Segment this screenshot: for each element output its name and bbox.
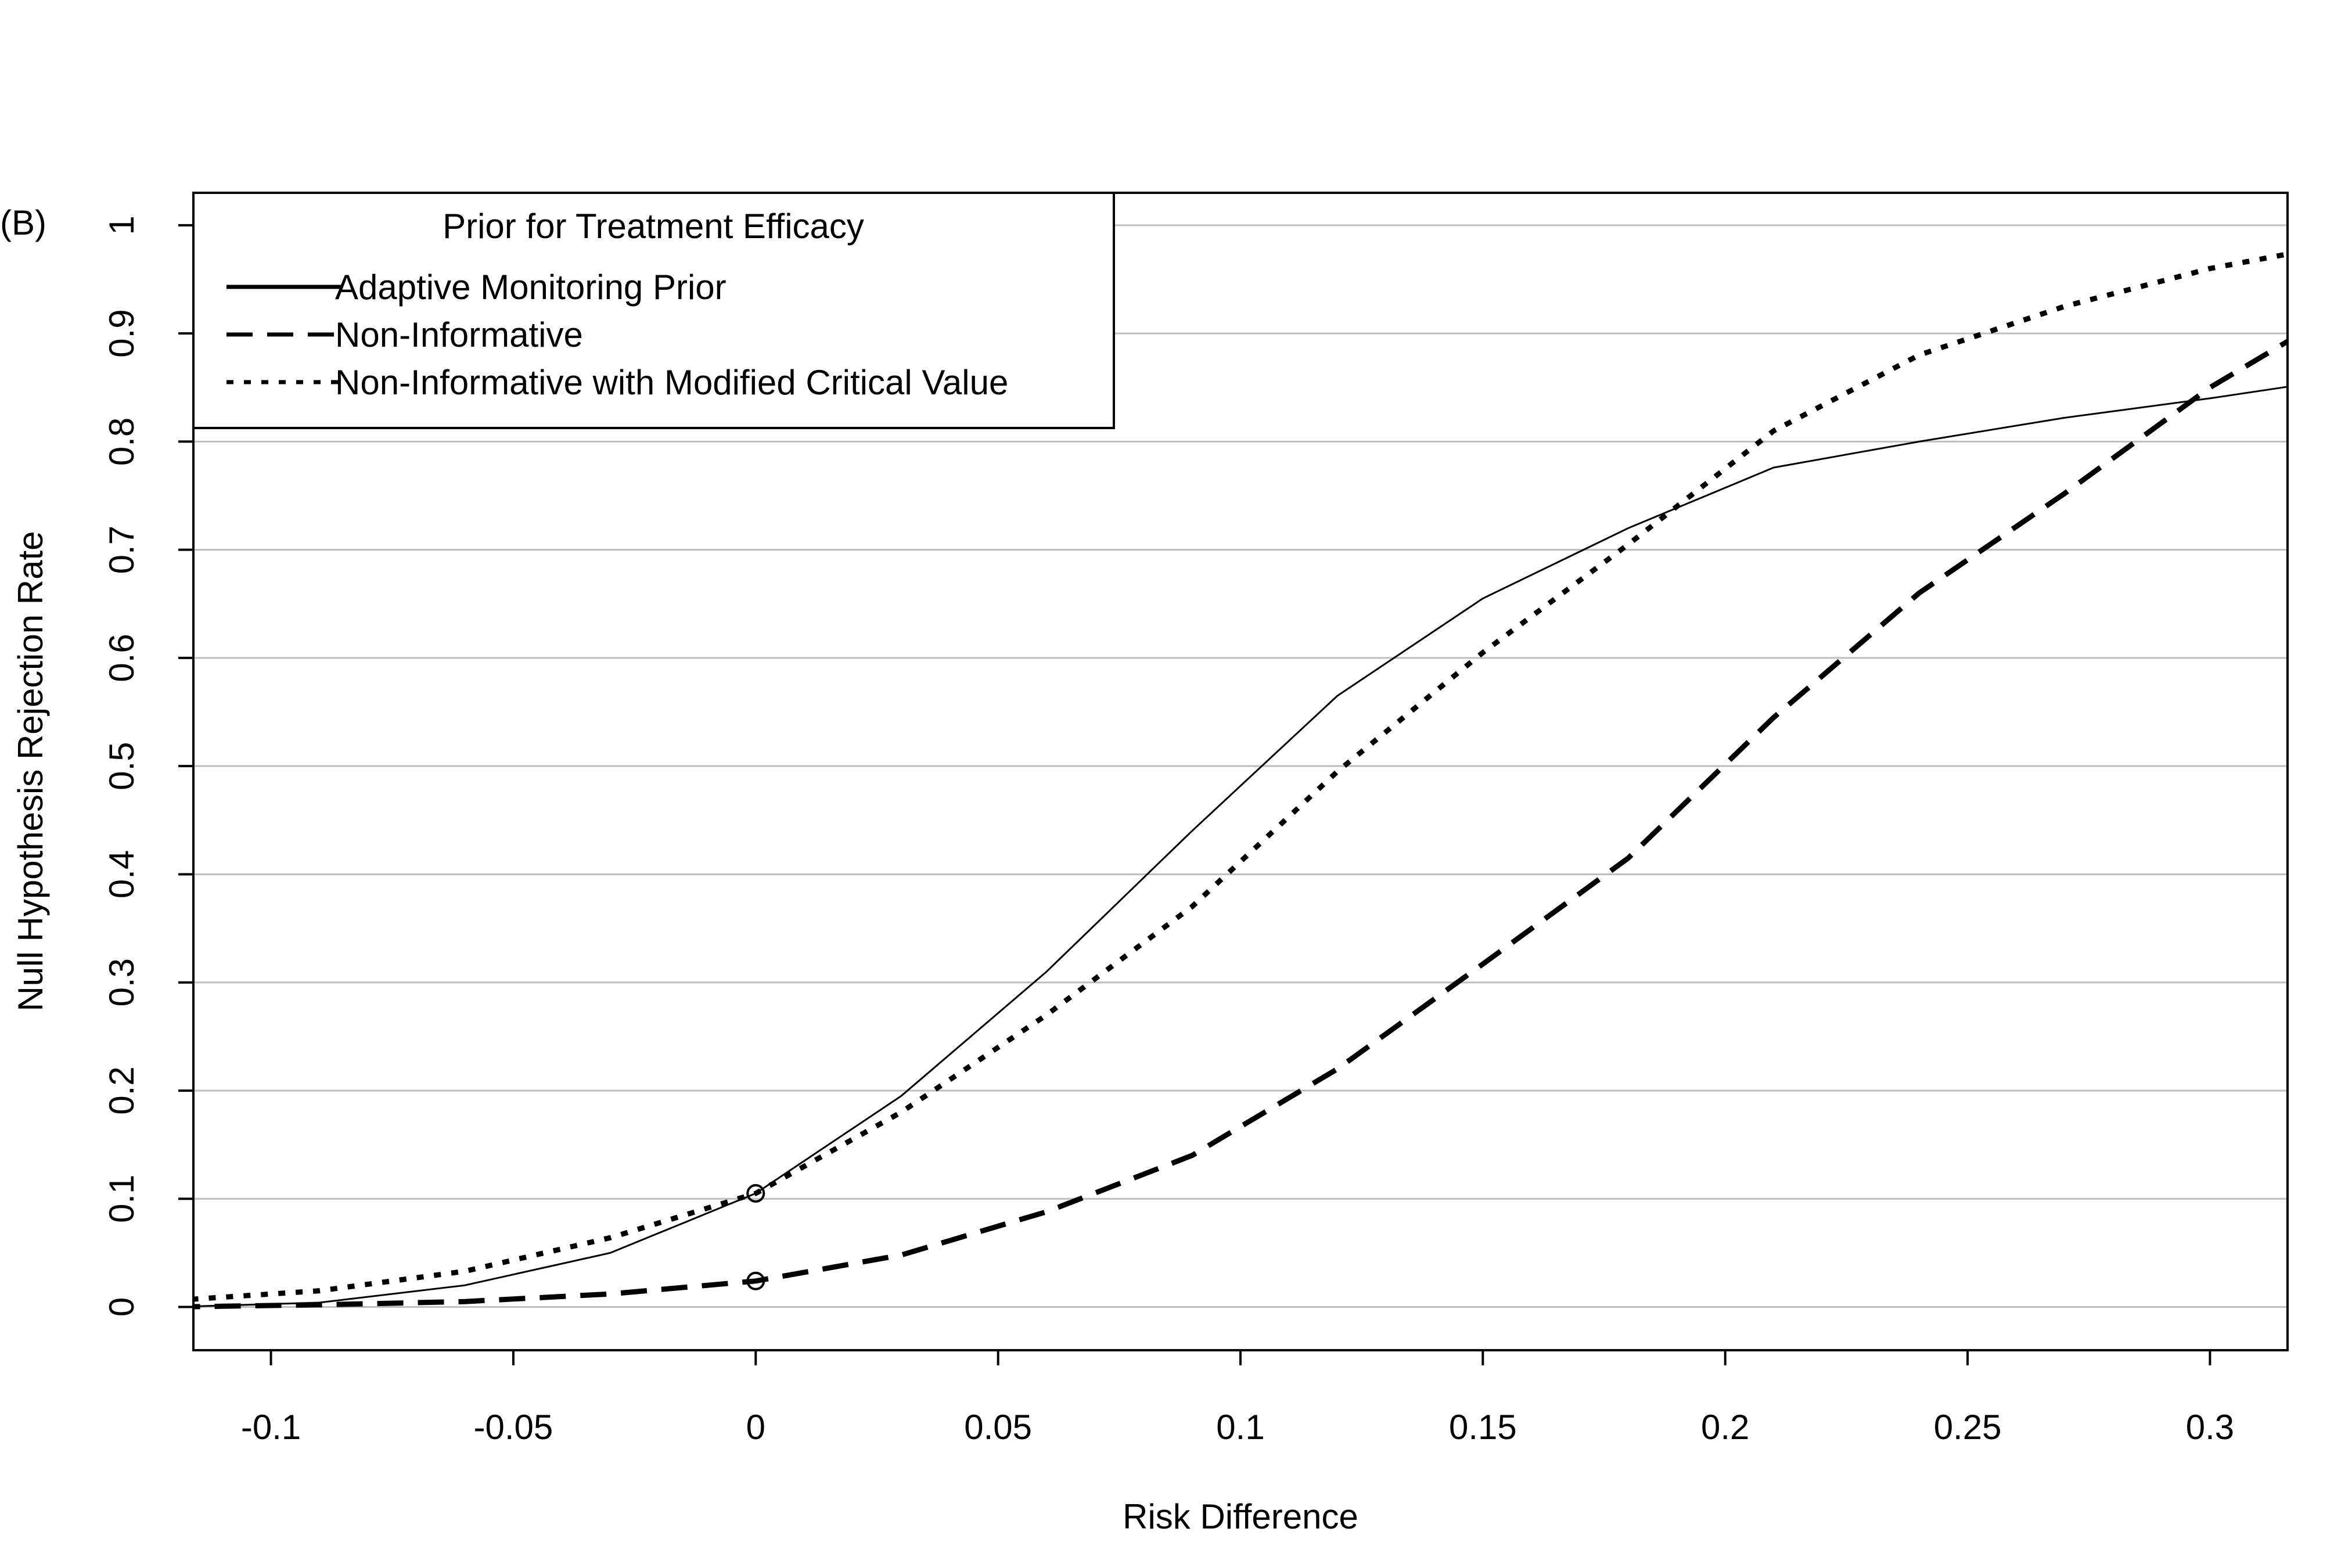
x-tick-label: 0.3 xyxy=(2186,1408,2234,1447)
y-tick-label: 0.8 xyxy=(102,418,141,466)
x-tick-label: 0 xyxy=(746,1408,765,1447)
y-tick-label: 0.5 xyxy=(102,742,141,790)
x-tick-label: 0.1 xyxy=(1216,1408,1264,1447)
y-tick-label: 0.1 xyxy=(102,1175,141,1223)
markers xyxy=(746,1184,765,1290)
x-tick-label: -0.1 xyxy=(241,1408,301,1447)
y-axis-label: Null Hypothesis Rejection Rate xyxy=(11,531,50,1011)
y-tick-label: 0.2 xyxy=(102,1066,141,1114)
series-line-dotted xyxy=(193,251,2288,1302)
legend-entry-non-informative-modified-critical-value: Non-Informative with Modified Critical V… xyxy=(335,363,1008,402)
y-tick-label: 0.9 xyxy=(102,309,141,357)
x-tick-label: 0.05 xyxy=(964,1408,1032,1447)
y-tick-label: 1 xyxy=(102,215,141,235)
series-line-dashed xyxy=(193,338,2288,1310)
x-axis-label: Risk Difference xyxy=(1123,1497,1358,1536)
x-tick-label: -0.05 xyxy=(474,1408,553,1447)
x-tick-label: 0.2 xyxy=(1701,1408,1749,1447)
y-tick-label: 0.6 xyxy=(102,634,141,682)
panel-label: (B) xyxy=(0,203,46,242)
legend-entry-non-informative: Non-Informative xyxy=(335,315,583,354)
y-axis: 0 0.1 0.2 0.3 0.4 0.5 0.6 0.7 0.8 0.9 1 xyxy=(102,215,193,1317)
y-tick-label: 0.4 xyxy=(102,850,141,898)
series-lines xyxy=(193,251,2288,1310)
marker-open-circle-0 xyxy=(746,1184,765,1203)
y-tick-label: 0 xyxy=(102,1297,141,1317)
legend-box xyxy=(192,192,1115,429)
x-tick-label: 0.15 xyxy=(1449,1408,1517,1447)
legend: Prior for Treatment Efficacy Adaptive Mo… xyxy=(192,192,1115,429)
marker-open-circle-1 xyxy=(746,1271,765,1290)
x-tick-label: 0.25 xyxy=(1934,1408,2002,1447)
legend-title: Prior for Treatment Efficacy xyxy=(443,207,864,246)
y-tick-label: 0.3 xyxy=(102,958,141,1006)
y-tick-label: 0.7 xyxy=(102,526,141,574)
series-line-solid xyxy=(193,386,2288,1308)
legend-entry-adaptive-monitoring-prior: Adaptive Monitoring Prior xyxy=(335,268,727,307)
x-axis: -0.1 -0.05 0 0.05 0.1 0.15 0.2 0.25 0.3 xyxy=(241,1350,2234,1447)
